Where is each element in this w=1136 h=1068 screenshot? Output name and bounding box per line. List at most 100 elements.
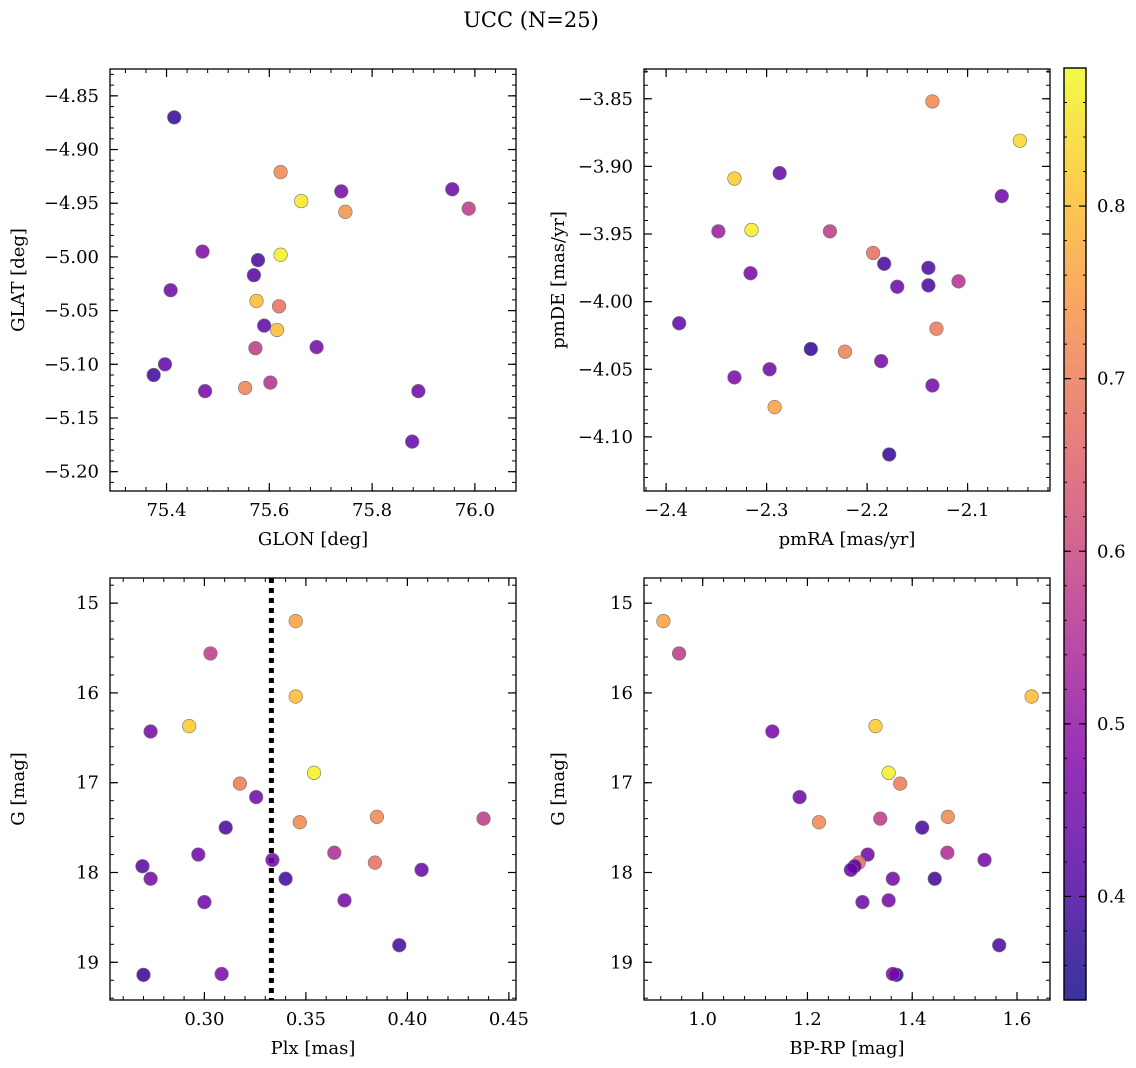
data-point xyxy=(868,719,883,734)
data-point xyxy=(855,895,870,910)
data-point xyxy=(811,815,827,830)
data-point xyxy=(250,253,266,268)
data-point xyxy=(921,260,936,275)
data-point xyxy=(334,184,349,199)
axes-frame xyxy=(109,577,517,1001)
colorbar-gradient xyxy=(1063,67,1087,1001)
x-axis-label: pmRA [mas/yr] xyxy=(779,529,916,550)
y-tick-label: −4.85 xyxy=(44,86,99,107)
data-point xyxy=(143,724,158,739)
data-point xyxy=(877,256,892,271)
data-point xyxy=(191,847,206,862)
y-tick-label: −4.05 xyxy=(578,359,633,380)
colorbar: 0.4 0.5 0.6 0.7 0.8 xyxy=(1063,67,1126,1001)
data-point xyxy=(263,375,278,390)
y-tick-label: 17 xyxy=(610,773,633,794)
colorbar-ticks: 0.4 0.5 0.6 0.7 0.8 xyxy=(1064,67,1126,1001)
y-tick-label: −5.05 xyxy=(44,301,99,322)
colorbar-frame xyxy=(1063,67,1087,1001)
data-point xyxy=(940,845,955,860)
data-point xyxy=(338,204,353,219)
data-point xyxy=(881,765,896,780)
data-point xyxy=(762,362,777,377)
data-point xyxy=(278,871,293,886)
data-point xyxy=(195,244,210,259)
colorbar-tick-label: 0.7 xyxy=(1097,369,1126,390)
x-tick-label: 0.45 xyxy=(489,1009,529,1030)
data-layer xyxy=(656,613,1039,982)
y-tick-label: 15 xyxy=(76,593,99,614)
data-point xyxy=(672,316,687,331)
data-point xyxy=(273,247,288,262)
y-tick-label: 16 xyxy=(76,683,99,704)
data-point xyxy=(915,820,930,835)
x-tick-label: 1.2 xyxy=(793,1009,822,1030)
panels: 75.4 75.6 75.8 76.0 −4.85 −4.90 −4.95 −5.00 −5.0… xyxy=(8,68,1051,1059)
y-tick-label: 18 xyxy=(610,863,633,884)
x-tick-label: 1.4 xyxy=(898,1009,927,1030)
y-axis-label: G [mag] xyxy=(548,752,569,825)
y-axis-label: GLAT [deg] xyxy=(8,228,29,332)
x-tick-label: 1.6 xyxy=(1003,1009,1032,1030)
data-point xyxy=(1012,133,1027,148)
data-point xyxy=(309,340,324,355)
y-tick-label: −3.90 xyxy=(578,156,633,177)
y-tick-label: −4.10 xyxy=(578,427,633,448)
data-point xyxy=(411,384,426,399)
data-point xyxy=(214,966,229,982)
data-point xyxy=(246,268,261,283)
data-point xyxy=(248,341,263,356)
data-point xyxy=(249,789,264,805)
colorbar-tick-label: 0.6 xyxy=(1097,541,1126,562)
x-axis-label: Plx [mas] xyxy=(271,1038,356,1059)
y-tick-label: −4.95 xyxy=(44,193,99,214)
y-tick-label: −5.10 xyxy=(44,354,99,375)
data-point xyxy=(893,776,908,791)
x-axis-label: BP-RP [mag] xyxy=(789,1038,904,1059)
data-point xyxy=(882,447,897,462)
data-point xyxy=(951,274,966,289)
y-tick-label: −3.85 xyxy=(578,89,633,110)
y-tick-label: −4.90 xyxy=(44,140,99,161)
data-point xyxy=(163,283,178,298)
panel-color-magnitude: 1.0 1.2 1.4 1.6 15 16 17 18 19 BP-RP [mag] G [mag] xyxy=(548,577,1051,1059)
data-point xyxy=(157,357,173,372)
data-point xyxy=(273,164,288,180)
data-point xyxy=(306,765,322,780)
y-tick-label: −5.20 xyxy=(44,462,99,483)
x-tick-label: 75.8 xyxy=(352,500,392,521)
data-point xyxy=(866,245,881,261)
data-point xyxy=(837,344,853,359)
y-tick-label: −4.00 xyxy=(578,292,633,313)
data-point xyxy=(136,967,151,982)
y-tick-label: 18 xyxy=(76,863,99,884)
data-point xyxy=(940,809,955,824)
data-point xyxy=(288,613,303,629)
data-point xyxy=(414,862,429,877)
data-point xyxy=(929,321,944,336)
data-point xyxy=(885,966,900,982)
data-point xyxy=(881,893,896,908)
data-point xyxy=(822,224,838,239)
y-tick-label: 17 xyxy=(76,773,99,794)
data-point xyxy=(218,820,233,835)
data-point xyxy=(337,893,352,908)
data-point xyxy=(765,724,780,739)
data-point xyxy=(146,367,161,383)
data-point xyxy=(271,299,287,314)
data-point xyxy=(461,201,476,216)
data-layer xyxy=(146,110,476,449)
data-point xyxy=(135,859,150,874)
x-tick-label: −2.3 xyxy=(745,500,789,521)
colorbar-tick-label: 0.5 xyxy=(1097,714,1126,735)
panel-parallax-magnitude: 0.30 0.35 0.40 0.45 15 16 17 18 19 Plx [mas] G [ma… xyxy=(8,577,529,1059)
data-point xyxy=(257,318,272,333)
data-point xyxy=(445,182,460,197)
y-tick-label: −5.15 xyxy=(44,408,99,429)
y-tick-label: 16 xyxy=(610,683,633,704)
y-tick-label: 15 xyxy=(610,593,633,614)
data-point xyxy=(232,776,248,791)
y-tick-label: −5.00 xyxy=(44,247,99,268)
x-tick-label: 76.0 xyxy=(455,500,495,521)
